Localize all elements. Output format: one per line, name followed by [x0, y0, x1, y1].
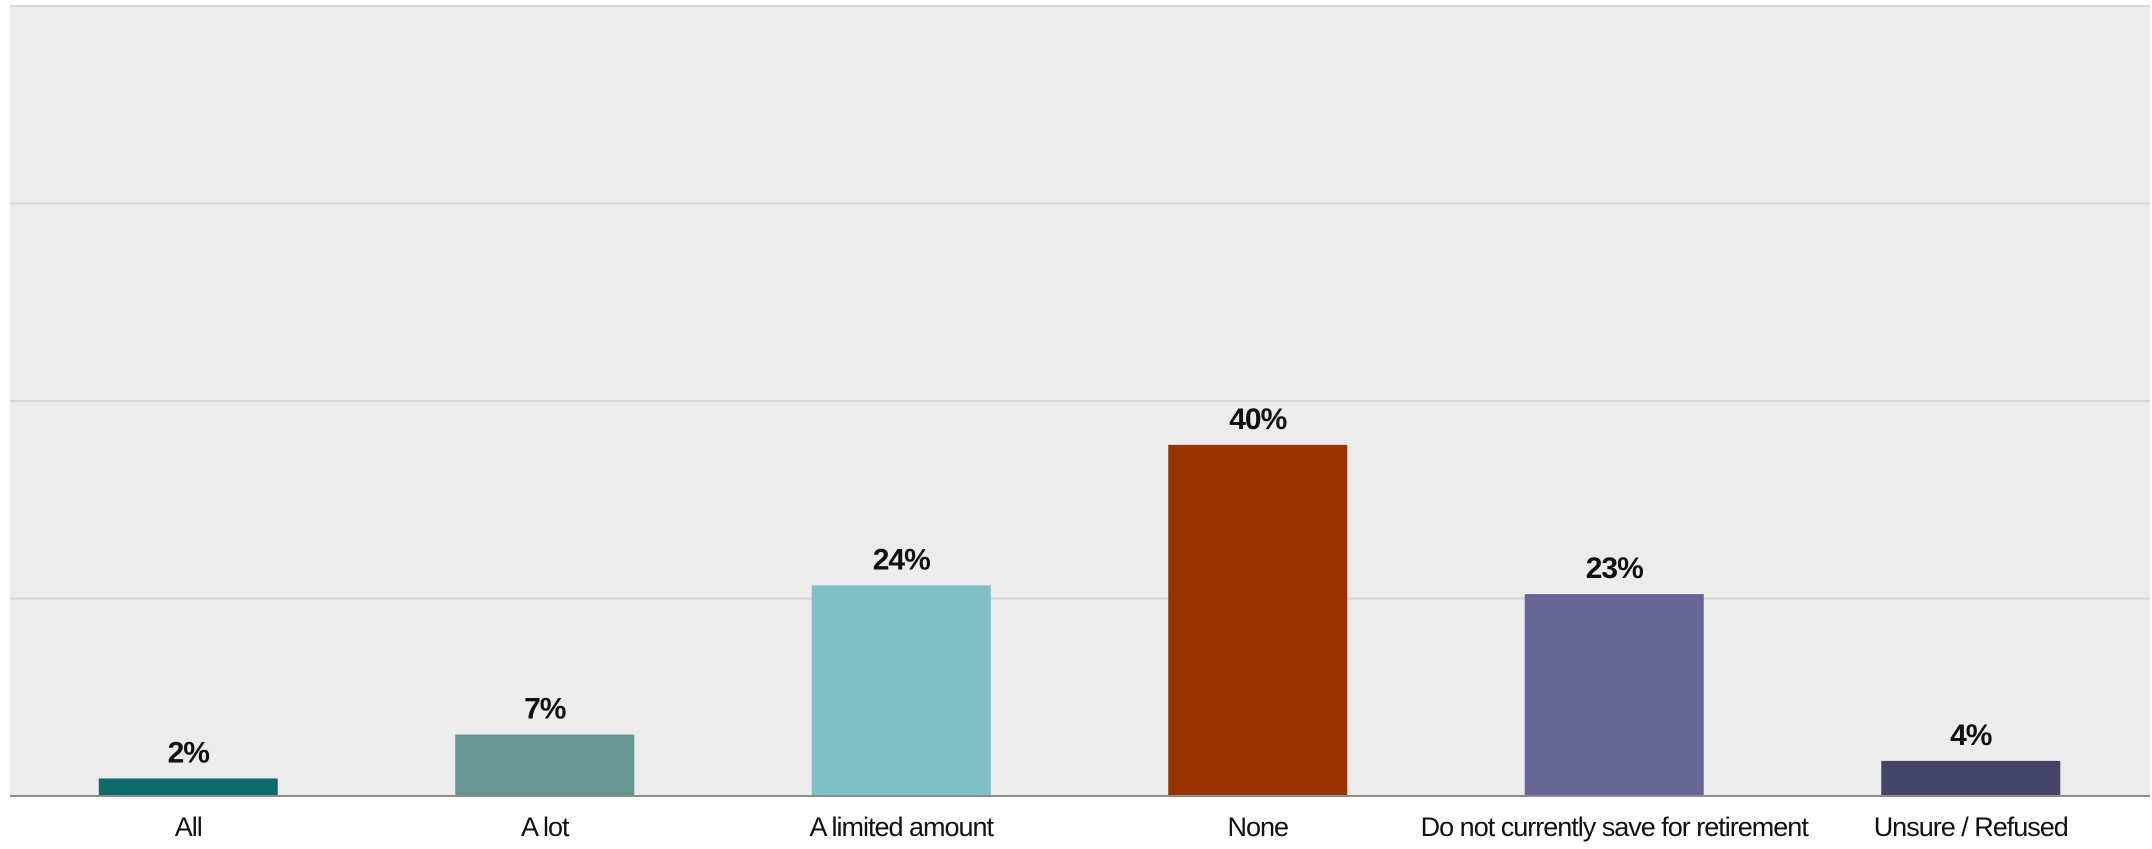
bar-value-label: 7% — [524, 693, 566, 726]
bar-value-label: 40% — [1229, 403, 1286, 436]
bar — [1168, 444, 1348, 796]
gridlines — [10, 5, 2150, 600]
x-axis-tick-labels: All A lot A limited amount None Do not curre… — [175, 812, 2069, 842]
bar — [1524, 594, 1704, 796]
x-tick-label: A limited amount — [809, 812, 994, 842]
bar — [455, 734, 635, 796]
bar — [1881, 760, 2061, 796]
x-tick-label: None — [1227, 812, 1288, 842]
x-tick-label: Do not currently save for retirement — [1421, 812, 1810, 842]
bars — [98, 444, 2061, 796]
bar-value-label: 23% — [1586, 552, 1643, 585]
bar-value-label: 2% — [168, 736, 210, 769]
bar-value-label: 4% — [1950, 719, 1992, 752]
bar — [98, 778, 278, 796]
x-tick-label: All — [175, 812, 202, 842]
bar-value-label: 24% — [873, 543, 930, 576]
data-labels: 2% 7% 24% 40% 23% 4% — [168, 403, 1993, 770]
x-tick-label: Unsure / Refused — [1874, 812, 2068, 842]
bar — [811, 585, 991, 796]
x-tick-label: A lot — [521, 812, 570, 842]
